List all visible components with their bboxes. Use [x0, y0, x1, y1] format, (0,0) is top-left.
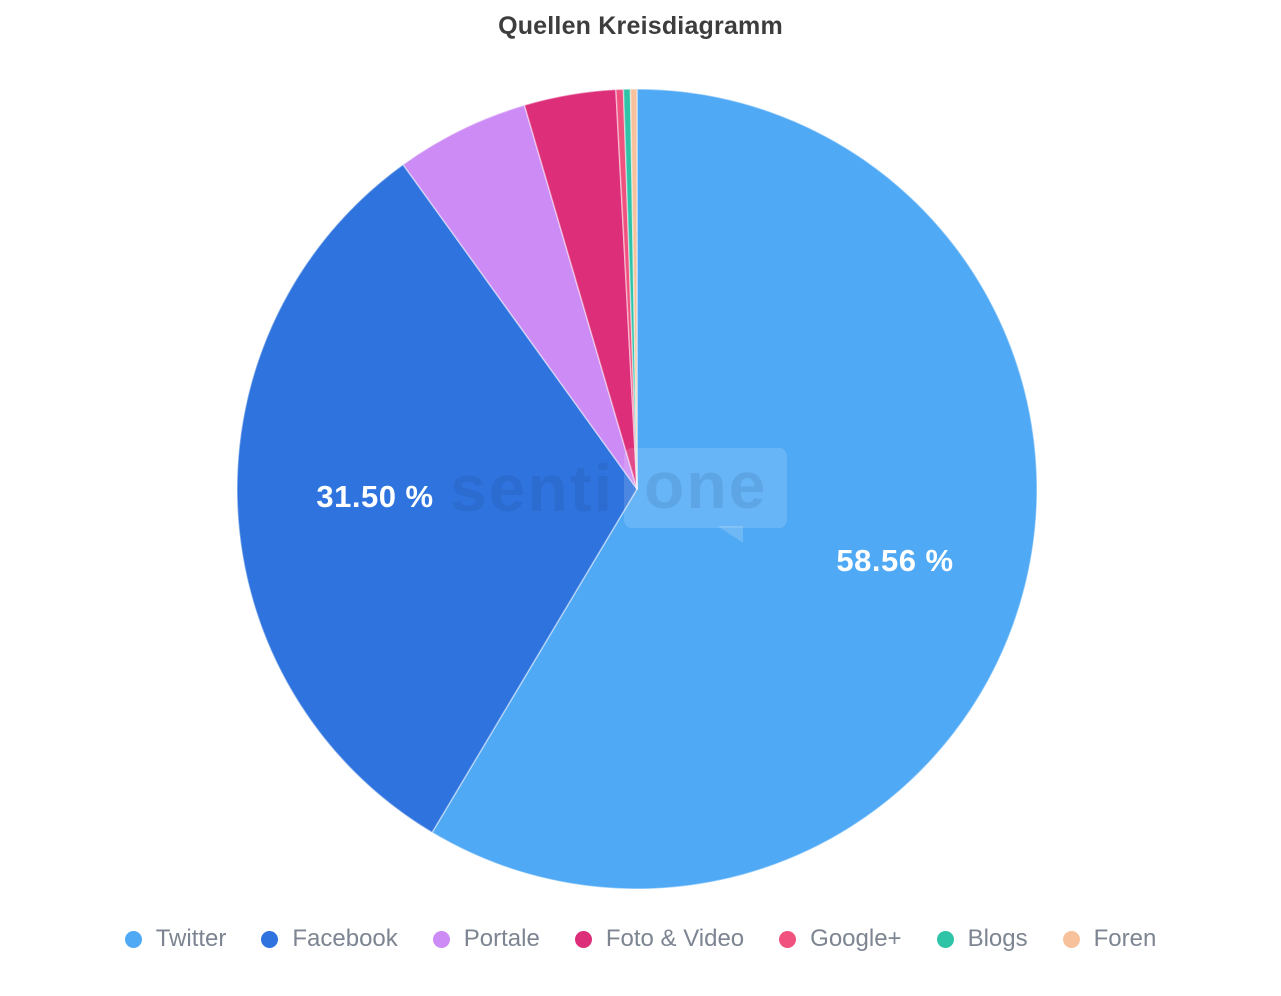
legend-label: Foren: [1093, 925, 1157, 952]
pie-slice-portale[interactable]: [402, 104, 638, 490]
legend-item-portale[interactable]: Portale: [432, 925, 540, 953]
legend-swatch-facebook: [261, 930, 279, 948]
legend-label: Twitter: [155, 925, 227, 952]
legend-item-facebook[interactable]: Facebook: [261, 925, 398, 953]
legend-swatch-blogs: [936, 930, 954, 948]
pie-slices: [236, 88, 1038, 890]
legend-swatch-twitter: [124, 930, 142, 948]
legend-swatch-google: [779, 930, 797, 948]
legend-label: Foto & Video: [605, 925, 745, 952]
pie-slice-foren[interactable]: [629, 88, 638, 490]
pie-slice-twitter[interactable]: [431, 88, 1038, 890]
legend-label: Portale: [463, 925, 540, 952]
legend-swatch-foren: [1062, 930, 1080, 948]
legend-item-foren[interactable]: Foren: [1062, 925, 1157, 953]
legend-item-foto-video[interactable]: Foto & Video: [574, 925, 745, 953]
legend-label: Blogs: [967, 925, 1028, 952]
legend-swatch-foto-video: [574, 930, 592, 948]
pie-slice-google[interactable]: [615, 88, 638, 490]
pie-slice-facebook[interactable]: [236, 163, 638, 834]
pie-chart: senti one 58.56 % 31.50 %: [232, 84, 1042, 894]
pie-slice-foto-video[interactable]: [523, 88, 638, 490]
legend-item-google[interactable]: Google+: [779, 925, 902, 953]
legend: Twitter Facebook Portale Foto & Video Google…: [0, 920, 1281, 958]
pie-slice-blogs[interactable]: [622, 88, 638, 490]
legend-swatch-portale: [432, 930, 450, 948]
legend-label: Facebook: [292, 925, 398, 952]
legend-label: Google+: [810, 925, 902, 952]
legend-item-twitter[interactable]: Twitter: [124, 925, 227, 953]
chart-title: Quellen Kreisdiagramm: [498, 12, 783, 40]
legend-item-blogs[interactable]: Blogs: [936, 925, 1028, 953]
